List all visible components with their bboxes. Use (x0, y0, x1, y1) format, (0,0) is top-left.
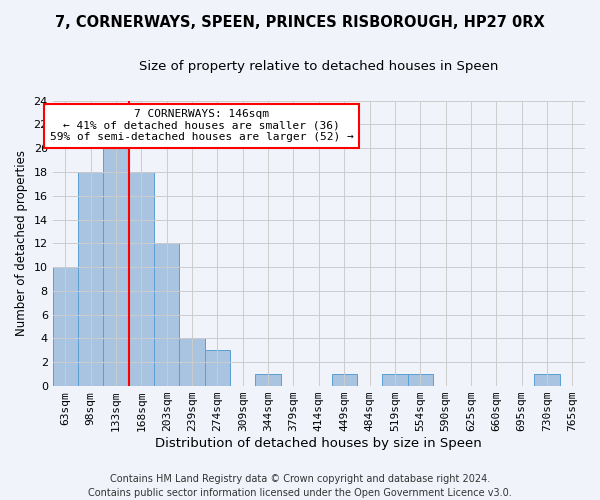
Text: Contains HM Land Registry data © Crown copyright and database right 2024.
Contai: Contains HM Land Registry data © Crown c… (88, 474, 512, 498)
Title: Size of property relative to detached houses in Speen: Size of property relative to detached ho… (139, 60, 499, 73)
Bar (382, 374, 407, 386)
Bar (103, 148, 129, 386)
Bar (256, 374, 281, 386)
Bar (78, 172, 103, 386)
Bar (53, 267, 78, 386)
Text: 7, CORNERWAYS, SPEEN, PRINCES RISBOROUGH, HP27 0RX: 7, CORNERWAYS, SPEEN, PRINCES RISBOROUGH… (55, 15, 545, 30)
Y-axis label: Number of detached properties: Number of detached properties (15, 150, 28, 336)
Text: 7 CORNERWAYS: 146sqm
← 41% of detached houses are smaller (36)
59% of semi-detac: 7 CORNERWAYS: 146sqm ← 41% of detached h… (50, 109, 353, 142)
X-axis label: Distribution of detached houses by size in Speen: Distribution of detached houses by size … (155, 437, 482, 450)
Bar (407, 374, 433, 386)
Bar (332, 374, 357, 386)
Bar (129, 172, 154, 386)
Bar (179, 338, 205, 386)
Bar (154, 244, 179, 386)
Bar (205, 350, 230, 386)
Bar (535, 374, 560, 386)
